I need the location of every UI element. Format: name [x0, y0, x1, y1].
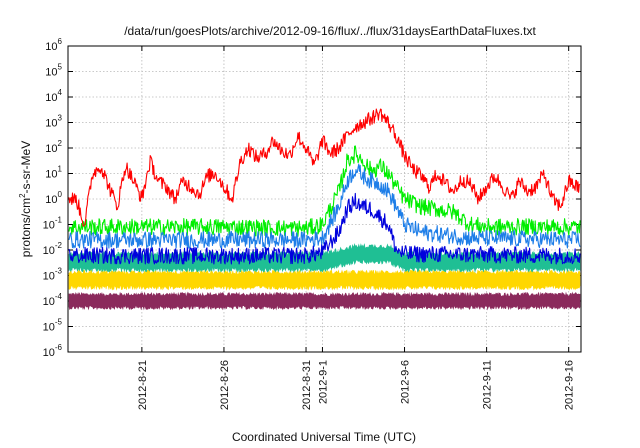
flux-series-line [68, 145, 581, 237]
x-axis-label: Coordinated Universal Time (UTC) [232, 430, 416, 444]
x-tick-label: 2012-9-11 [482, 360, 494, 409]
plot-frame [67, 45, 582, 353]
y-tick-label: 10-3 [43, 267, 63, 283]
y-tick-label: 100 [45, 190, 62, 206]
y-tick-label: 106 [45, 37, 62, 53]
x-tick-label: 2012-9-6 [400, 360, 412, 404]
x-tick-label: 2012-8-21 [137, 360, 149, 410]
x-tick-labels: 2012-8-21 2012-8-26 2012-8-31 2012-9-1 2012-… [137, 360, 576, 410]
flux-series-band [68, 242, 581, 273]
flux-series-band [68, 269, 581, 291]
y-tick-label: 105 [45, 63, 62, 79]
y-tick-label: 103 [45, 114, 62, 130]
y-tick-label: 10-2 [43, 241, 63, 257]
y-tick-labels: 10-6 10-5 10-4 10-3 10-2 10-1 100 101 102 103 104 1… [43, 37, 63, 359]
flux-series-band [68, 291, 581, 311]
y-tick-label: 10-1 [43, 216, 63, 232]
y-axis-label: protons/cm2-s-sr-MeV [18, 141, 33, 257]
flux-series-line [68, 192, 581, 265]
y-tick-label: 10-5 [43, 318, 63, 334]
y-tick-label: 101 [45, 165, 62, 181]
flux-series-line [68, 108, 581, 227]
x-tick-label: 2012-8-31 [301, 360, 313, 410]
chart-title: /data/run/goesPlots/archive/2012-09-16/f… [124, 24, 536, 38]
y-tick-label: 102 [45, 139, 62, 155]
x-tick-label: 2012-9-16 [564, 360, 576, 410]
x-tick-label: 2012-8-26 [219, 360, 231, 410]
y-tick-label: 10-6 [43, 343, 63, 359]
flux-series-line [68, 163, 581, 249]
y-tick-label: 10-4 [43, 292, 63, 308]
y-tick-label: 104 [45, 88, 62, 104]
series-layer [68, 108, 581, 311]
x-tick-label: 2012-9-1 [317, 360, 329, 404]
